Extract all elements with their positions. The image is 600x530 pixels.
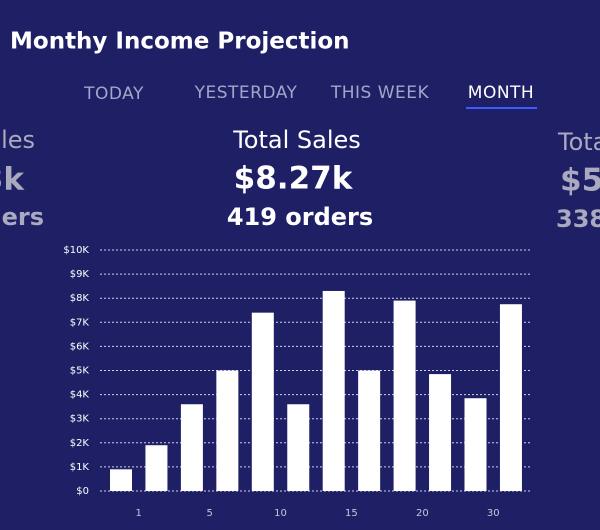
y-tick-label: $7K [70, 317, 90, 328]
bar [251, 312, 274, 491]
bar [287, 404, 310, 491]
x-tick-label: 20 [416, 508, 429, 519]
bar [429, 374, 452, 491]
bar [499, 304, 522, 491]
y-tick-label: $2K [70, 438, 90, 449]
bar [145, 445, 168, 491]
bar [358, 370, 381, 491]
tab[interactable]: TODAY [83, 84, 144, 104]
y-tick-label: $6K [70, 341, 90, 352]
y-tick-label: $3K [70, 414, 90, 425]
tab[interactable]: YESTERDAY [194, 83, 298, 103]
card-value: 3k [0, 162, 25, 198]
bar [216, 370, 239, 491]
card-orders: 419 orders [227, 203, 373, 231]
tab-active[interactable]: MONTH [468, 83, 534, 103]
bar [110, 469, 132, 491]
tab[interactable]: THIS WEEK [330, 83, 430, 103]
y-tick-label: $8K [70, 293, 90, 304]
card-label: Tota [557, 128, 600, 156]
bar [464, 398, 487, 491]
x-tick-label: 10 [274, 508, 287, 519]
y-tick-label: $0 [76, 486, 89, 497]
card-value: $8.27k [234, 161, 354, 197]
y-tick-label: $4K [70, 390, 90, 401]
y-tick-label: $1K [70, 462, 90, 473]
y-tick-label: $10K [63, 245, 89, 256]
card-label: Total Sales [232, 126, 361, 154]
bar [393, 300, 416, 491]
x-tick-label: 30 [487, 508, 500, 519]
card-orders: 338 [556, 205, 600, 233]
y-tick-label: $9K [70, 269, 90, 280]
bar [180, 404, 203, 491]
x-tick-label: 1 [136, 508, 142, 519]
page-title: Monthy Income Projection [10, 29, 350, 55]
x-tick-label: 5 [206, 508, 212, 519]
x-tick-label: 15 [345, 508, 358, 519]
y-tick-label: $5K [70, 366, 90, 377]
card-label: les [1, 126, 35, 154]
card-orders: ders [0, 203, 44, 231]
card-value: $5 [560, 163, 600, 199]
bar [322, 290, 345, 491]
tab-underline [466, 107, 537, 109]
